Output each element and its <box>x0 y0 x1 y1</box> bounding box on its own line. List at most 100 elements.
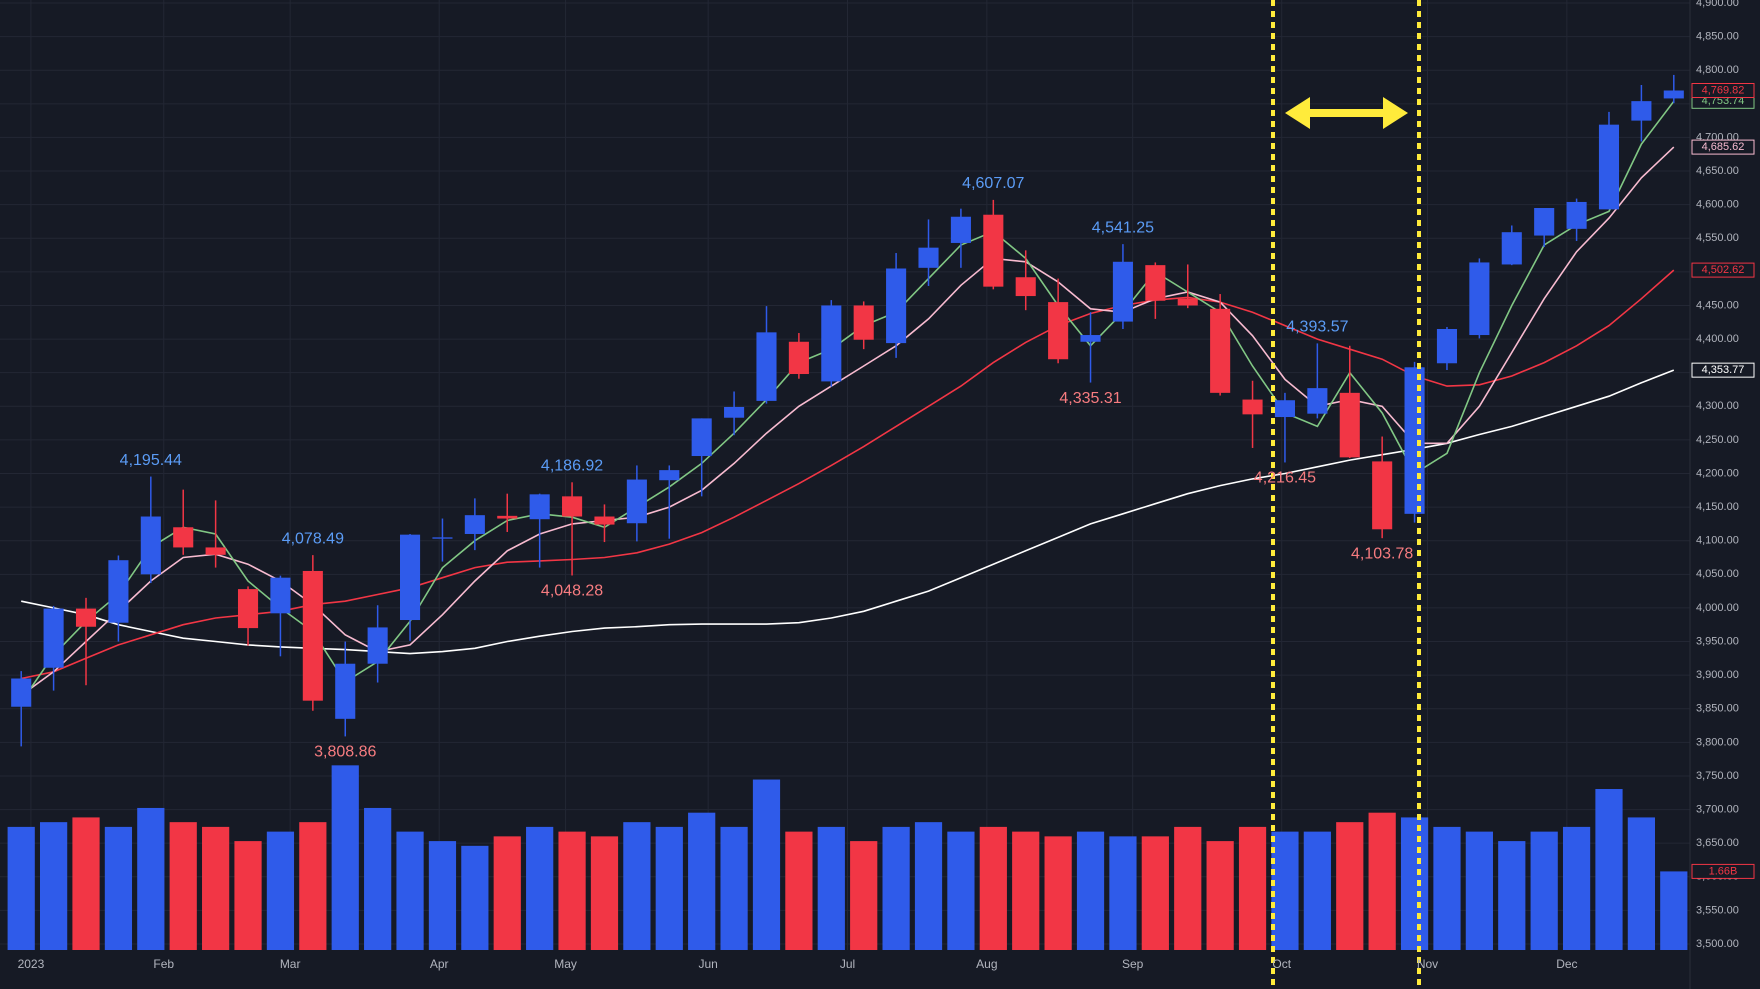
volume-bar <box>688 812 716 950</box>
x-tick-label: Jun <box>698 957 717 971</box>
x-tick-label: Sep <box>1122 957 1144 971</box>
volume-bar <box>1076 831 1105 950</box>
candle-body <box>464 515 485 534</box>
y-tick-label: 4,000.00 <box>1696 602 1739 614</box>
last-value-label: 4,685.62 <box>1702 141 1745 153</box>
volume-bar <box>396 831 424 950</box>
volume-bar <box>1271 831 1299 950</box>
extreme-label: 4,103.78 <box>1351 545 1413 562</box>
volume-bar <box>234 841 262 950</box>
volume-bar <box>526 826 554 950</box>
volume-bar <box>947 831 975 950</box>
y-tick-label: 3,550.00 <box>1696 904 1739 916</box>
extreme-label: 4,078.49 <box>282 530 344 547</box>
y-tick-label: 4,400.00 <box>1696 333 1739 345</box>
candle-body <box>335 663 356 719</box>
volume-bar <box>331 765 359 950</box>
last-value-label: 4,753.74 <box>1702 95 1745 107</box>
candle-body <box>691 418 712 457</box>
y-tick-label: 4,550.00 <box>1696 232 1739 244</box>
extreme-label: 4,335.31 <box>1059 390 1121 407</box>
candle-body <box>1048 302 1069 360</box>
candle-body <box>432 537 453 539</box>
volume-bar <box>1400 817 1429 950</box>
annotations: 4,195.44 4,078.49 4,186.92 4,607.07 4,541.25… <box>120 175 1414 761</box>
candle-body <box>950 216 971 243</box>
period-markers <box>1271 0 1421 989</box>
candle-body <box>270 577 291 614</box>
volume-bar <box>1044 836 1072 950</box>
volume-bar <box>882 826 910 950</box>
volume-bar <box>720 826 748 950</box>
y-tick-label: 4,250.00 <box>1696 434 1739 446</box>
y-tick-label: 4,650.00 <box>1696 165 1739 177</box>
volume-bar <box>655 826 683 950</box>
candles <box>11 74 1684 747</box>
candle-body <box>853 305 874 340</box>
volume-bars <box>7 765 1688 950</box>
candle-body <box>1242 399 1263 415</box>
volume-bar <box>914 822 943 950</box>
candle-body <box>1177 298 1198 306</box>
volume-bar <box>850 841 878 950</box>
extreme-label: 4,048.28 <box>541 583 603 600</box>
x-tick-label: Dec <box>1556 957 1577 971</box>
candle-body <box>1274 400 1295 418</box>
volume-bar <box>1627 817 1656 950</box>
candle-body <box>626 479 647 524</box>
candle-body <box>43 608 64 668</box>
volume-bar <box>1206 841 1234 950</box>
last-value-label: 4,502.62 <box>1702 264 1745 276</box>
candle-body <box>1339 392 1360 458</box>
y-tick-label: 3,800.00 <box>1696 736 1739 748</box>
candle-body <box>1534 208 1555 236</box>
candle-body <box>1145 265 1166 301</box>
x-tick-label: Jul <box>840 957 855 971</box>
x-tick-label: May <box>554 957 577 971</box>
candle-body <box>140 516 161 575</box>
extreme-label: 3,808.86 <box>314 744 376 761</box>
last-value-label: 1.66B <box>1709 865 1738 877</box>
candle-body <box>1566 201 1587 229</box>
y-tick-label: 3,500.00 <box>1696 938 1739 950</box>
candle-body <box>756 332 777 401</box>
y-tick-label: 4,300.00 <box>1696 400 1739 412</box>
candle-body <box>497 515 518 519</box>
x-tick-label: Aug <box>976 957 997 971</box>
x-tick-label: Mar <box>280 957 301 971</box>
x-tick-label: Feb <box>153 957 174 971</box>
candle-body <box>108 560 129 623</box>
y-tick-label: 4,600.00 <box>1696 199 1739 211</box>
y-tick-label: 4,200.00 <box>1696 467 1739 479</box>
volume-bar <box>1498 841 1526 950</box>
y-tick-label: 3,650.00 <box>1696 837 1739 849</box>
volume-bar <box>461 845 489 950</box>
candle-body <box>302 570 323 701</box>
volume-bar <box>558 831 586 950</box>
volume-bar <box>1660 871 1688 950</box>
y-tick-label: 4,800.00 <box>1696 64 1739 76</box>
candle-body <box>1015 277 1036 297</box>
moving-average-line <box>21 269 1675 680</box>
last-value-box <box>1691 262 1755 278</box>
y-tick-label: 4,450.00 <box>1696 299 1739 311</box>
candle-body <box>1307 388 1328 414</box>
volume-bar <box>104 826 133 950</box>
candle-body <box>367 627 388 664</box>
volume-bar <box>1238 826 1267 950</box>
candle-body <box>75 608 97 627</box>
volume-bar <box>1368 812 1396 950</box>
volume-bar <box>202 826 230 950</box>
volume-bar <box>493 836 521 950</box>
volume-bar <box>752 779 781 950</box>
extreme-label: 4,393.57 <box>1286 319 1348 336</box>
candle-body <box>594 516 615 525</box>
volume-bar <box>1465 831 1493 950</box>
candle-body <box>724 406 745 418</box>
moving-average-line <box>20 100 1675 703</box>
candle-body <box>1501 232 1522 265</box>
arrow-head <box>1383 97 1408 129</box>
last-value-label: 4,353.77 <box>1702 364 1745 376</box>
x-tick-label: Apr <box>430 957 449 971</box>
